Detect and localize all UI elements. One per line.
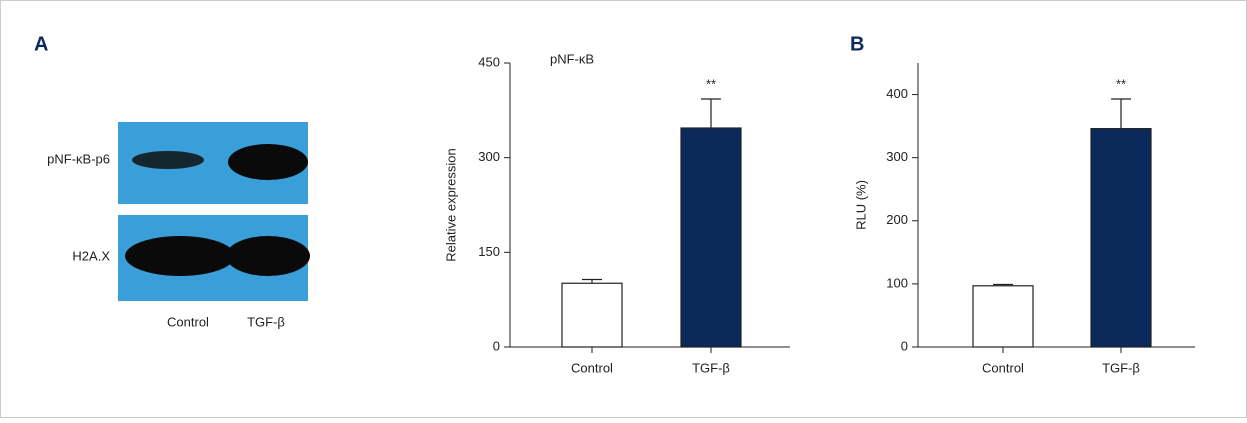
blot-lane-label: Control (167, 314, 209, 329)
blot-row-label: H2A.X (72, 248, 110, 263)
chart-title: pNF-κB (550, 51, 594, 66)
y-tick-label: 300 (478, 149, 500, 164)
significance-label: ** (706, 76, 716, 91)
frame (1, 1, 1247, 418)
y-tick-label: 100 (886, 275, 908, 290)
y-axis-label: Relative expression (443, 148, 458, 261)
blot-lane-label: TGF-β (247, 314, 285, 329)
bar (1091, 129, 1151, 347)
y-tick-label: 400 (886, 86, 908, 101)
x-tick-label: TGF-β (1102, 360, 1140, 375)
y-tick-label: 150 (478, 244, 500, 259)
y-axis-label: RLU (%) (853, 180, 868, 230)
blot-band (228, 144, 308, 180)
x-tick-label: TGF-β (692, 360, 730, 375)
blot-row-label: pNF-κB-p6 (47, 151, 110, 166)
bar (973, 286, 1033, 347)
panel-label: B (850, 33, 864, 55)
y-tick-label: 0 (901, 338, 908, 353)
bar (562, 283, 622, 347)
blot-band (132, 151, 204, 169)
bar (681, 128, 741, 347)
x-tick-label: Control (982, 360, 1024, 375)
y-tick-label: 450 (478, 54, 500, 69)
y-tick-label: 200 (886, 212, 908, 227)
panel-label: A (34, 33, 48, 55)
figure: A B pNF-κB-p6 H2A.X Control TGF-β 0 150 30… (0, 0, 1247, 418)
blot-band (226, 236, 310, 276)
significance-label: ** (1116, 76, 1126, 91)
y-tick-label: 0 (493, 338, 500, 353)
x-tick-label: Control (571, 360, 613, 375)
y-tick-label: 300 (886, 149, 908, 164)
blot-band (125, 236, 235, 276)
